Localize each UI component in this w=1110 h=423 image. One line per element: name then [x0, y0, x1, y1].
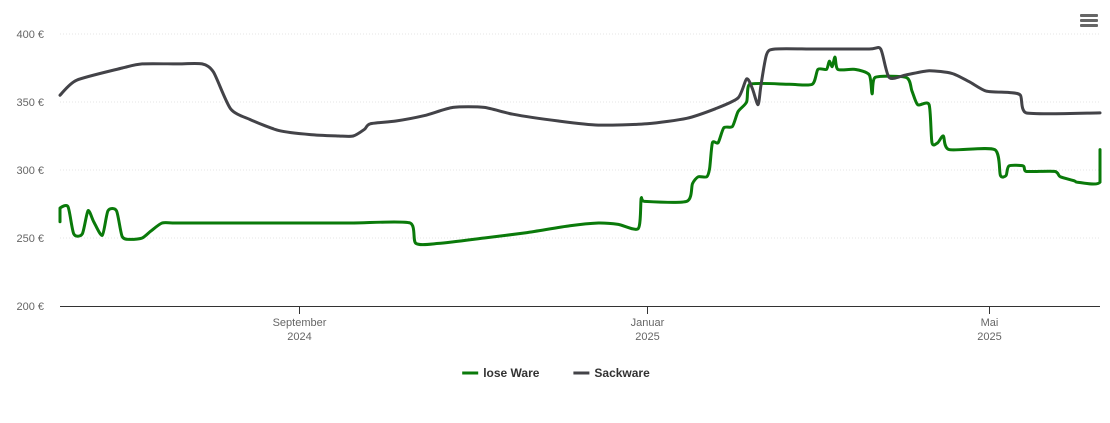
legend-item-sackware[interactable]: Sackware: [573, 366, 650, 380]
x-axis: September 2024 Januar 2025 Mai 2025: [60, 306, 1100, 343]
series-line-sackware: [58, 45, 1102, 138]
x-tick-label-year: 2025: [635, 331, 659, 343]
legend[interactable]: lose Ware Sackware: [462, 366, 650, 380]
series-group: [58, 45, 1102, 247]
y-tick-label: 300 €: [16, 165, 44, 177]
x-tick-label-month: Januar: [631, 317, 665, 329]
legend-label-lose-ware: lose Ware: [483, 366, 540, 380]
series-line-lose-ware: [58, 55, 1102, 247]
x-tick-label-month: Mai: [981, 317, 999, 329]
x-tick-label-year: 2024: [287, 331, 311, 343]
legend-item-lose-ware[interactable]: lose Ware: [462, 366, 540, 380]
y-tick-label: 350 €: [16, 97, 44, 109]
x-tick-label-month: September: [273, 317, 327, 329]
hamburger-menu-icon[interactable]: [1078, 12, 1100, 32]
x-tick-label-year: 2025: [977, 331, 1001, 343]
y-tick-label: 200 €: [16, 301, 44, 313]
legend-label-sackware: Sackware: [594, 366, 650, 380]
y-axis: 200 € 250 € 300 € 350 € 400 €: [16, 29, 44, 313]
y-tick-label: 400 €: [16, 29, 44, 41]
y-tick-label: 250 €: [16, 233, 44, 245]
grid-lines: [60, 33, 1100, 239]
